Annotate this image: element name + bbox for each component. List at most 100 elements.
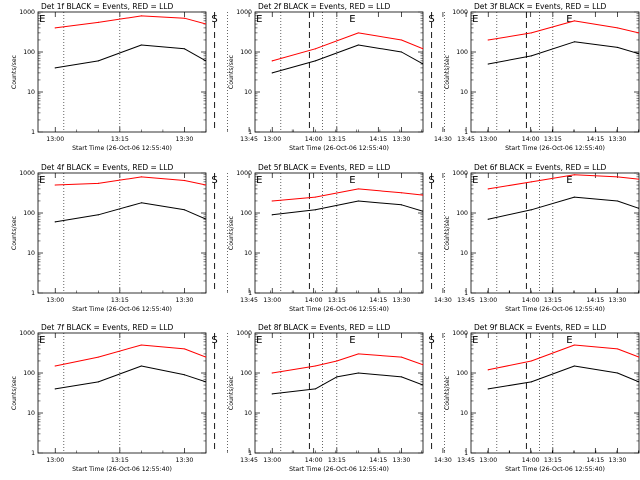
y-tick-label: 10 bbox=[244, 410, 252, 417]
series-lld-point bbox=[399, 23, 400, 24]
series-lld-point bbox=[616, 27, 619, 29]
series-lld-line bbox=[272, 188, 423, 202]
x-axis-label: Start Time (26-Oct-06 12:55:40) bbox=[289, 145, 389, 152]
y-axis-label: Counts/sec bbox=[228, 375, 235, 410]
panel-title: Det 4f BLACK = Events, RED = LLD bbox=[41, 163, 174, 172]
series-lld-point bbox=[54, 27, 56, 29]
series-events-point bbox=[292, 160, 293, 161]
plot-frame bbox=[470, 332, 640, 454]
series-lld-point bbox=[140, 176, 142, 178]
y-tick-label: 10 bbox=[27, 250, 35, 257]
series-events-point bbox=[140, 202, 142, 204]
y-tick-label: 1 bbox=[464, 129, 468, 136]
series-lld-point bbox=[140, 344, 142, 346]
y-axis-label: Counts/sec bbox=[11, 54, 18, 89]
x-tick-label: 13:15 bbox=[328, 297, 346, 304]
panel-2: Det 2f BLACK = Events, RED = LLD 1 10 100 10… bbox=[228, 1, 639, 152]
x-tick-label: 14:15 bbox=[369, 297, 387, 304]
x-axis-label: Start Time (26-Oct-06 12:55:40) bbox=[505, 145, 605, 152]
interval-marker-E: E bbox=[566, 14, 572, 25]
x-tick-label: 13:45 bbox=[240, 136, 258, 143]
x-tick-label: 13:30 bbox=[393, 136, 411, 143]
y-tick-label: 1000 bbox=[236, 170, 252, 177]
series-events-point bbox=[357, 200, 359, 202]
x-tick-label: 13:15 bbox=[544, 457, 562, 464]
series-lld-point bbox=[248, 322, 249, 323]
interval-marker-E: E bbox=[256, 14, 262, 25]
x-tick-label: 13:30 bbox=[176, 136, 194, 143]
series-group bbox=[54, 160, 400, 223]
series-events-point bbox=[487, 63, 489, 65]
series-events-point bbox=[399, 216, 400, 217]
y-tick-label: 1000 bbox=[19, 9, 35, 16]
series-events-point bbox=[314, 388, 316, 390]
series-group bbox=[271, 1, 617, 74]
series-lld-point bbox=[530, 360, 532, 362]
x-tick-label: 13:15 bbox=[328, 457, 346, 464]
y-tick-label: 10 bbox=[244, 89, 252, 96]
interval-marker-E: E bbox=[566, 335, 572, 346]
series-group bbox=[487, 174, 639, 220]
y-tick-label: 1000 bbox=[19, 170, 35, 177]
x-tick-label: 13:45 bbox=[240, 297, 258, 304]
series-lld-point bbox=[205, 23, 206, 25]
series-lld-point bbox=[356, 359, 357, 360]
y-tick-label: 100 bbox=[23, 49, 35, 56]
x-tick-label: 14:00 bbox=[305, 297, 323, 304]
series-lld-line bbox=[272, 353, 423, 374]
y-tick-label: 1 bbox=[248, 450, 252, 457]
series-lld-point bbox=[314, 48, 316, 50]
y-axis-label: Counts/sec bbox=[11, 215, 18, 250]
series-lld-point bbox=[214, 4, 215, 5]
interval-marker-E: E bbox=[39, 335, 45, 346]
x-tick-label: 13:15 bbox=[328, 136, 346, 143]
interval-marker-E: E bbox=[349, 175, 355, 186]
x-tick-label: 13:45 bbox=[457, 457, 475, 464]
y-tick-label: 10 bbox=[27, 410, 35, 417]
x-tick-label: 13:15 bbox=[111, 136, 129, 143]
series-events-point bbox=[399, 379, 400, 380]
series-events-point bbox=[530, 55, 532, 57]
series-lld-point bbox=[487, 188, 489, 190]
series-events-point bbox=[422, 63, 423, 65]
series-lld-point bbox=[97, 182, 99, 184]
series-events-point bbox=[140, 44, 142, 46]
series-group bbox=[271, 184, 574, 216]
series-events-point bbox=[487, 388, 489, 390]
plot-frame bbox=[37, 172, 207, 294]
x-tick-label: 14:30 bbox=[434, 297, 452, 304]
series-lld-point bbox=[271, 372, 273, 374]
y-tick-label: 1 bbox=[31, 290, 35, 297]
panel-title: Det 5f BLACK = Events, RED = LLD bbox=[258, 163, 391, 172]
series-lld-point bbox=[431, 1, 432, 2]
interval-marker-E: E bbox=[472, 14, 478, 25]
x-axis-label: Start Time (26-Oct-06 12:55:40) bbox=[505, 306, 605, 313]
y-axis-label: Counts/sec bbox=[444, 54, 451, 89]
y-tick-label: 10 bbox=[460, 89, 468, 96]
y-tick-label: 100 bbox=[23, 210, 35, 217]
series-lld-point bbox=[530, 32, 532, 34]
series-lld-point bbox=[530, 184, 531, 185]
series-events-point bbox=[97, 214, 99, 216]
series-lld-point bbox=[314, 365, 316, 367]
series-events-point bbox=[248, 1, 249, 2]
series-lld-point bbox=[616, 365, 617, 366]
x-tick-label: 13:00 bbox=[46, 457, 64, 464]
y-axis-label: Counts/sec bbox=[11, 375, 18, 410]
y-tick-label: 1000 bbox=[452, 170, 468, 177]
series-lld-point bbox=[616, 44, 617, 45]
series-lld-point bbox=[573, 187, 574, 188]
series-events-point bbox=[248, 322, 249, 323]
x-axis-label: Start Time (26-Oct-06 12:55:40) bbox=[72, 466, 172, 473]
series-events-point bbox=[573, 209, 574, 210]
series-lld-point bbox=[431, 329, 432, 330]
series-events-point bbox=[638, 207, 639, 210]
series-lld-point bbox=[400, 39, 403, 41]
y-tick-label: 10 bbox=[244, 250, 252, 257]
plot-frame bbox=[254, 332, 424, 454]
y-tick-label: 100 bbox=[240, 370, 252, 377]
series-events-point bbox=[314, 60, 316, 62]
series-events-point bbox=[54, 388, 56, 390]
x-tick-label: 14:00 bbox=[522, 297, 540, 304]
x-tick-label: 13:00 bbox=[263, 136, 281, 143]
